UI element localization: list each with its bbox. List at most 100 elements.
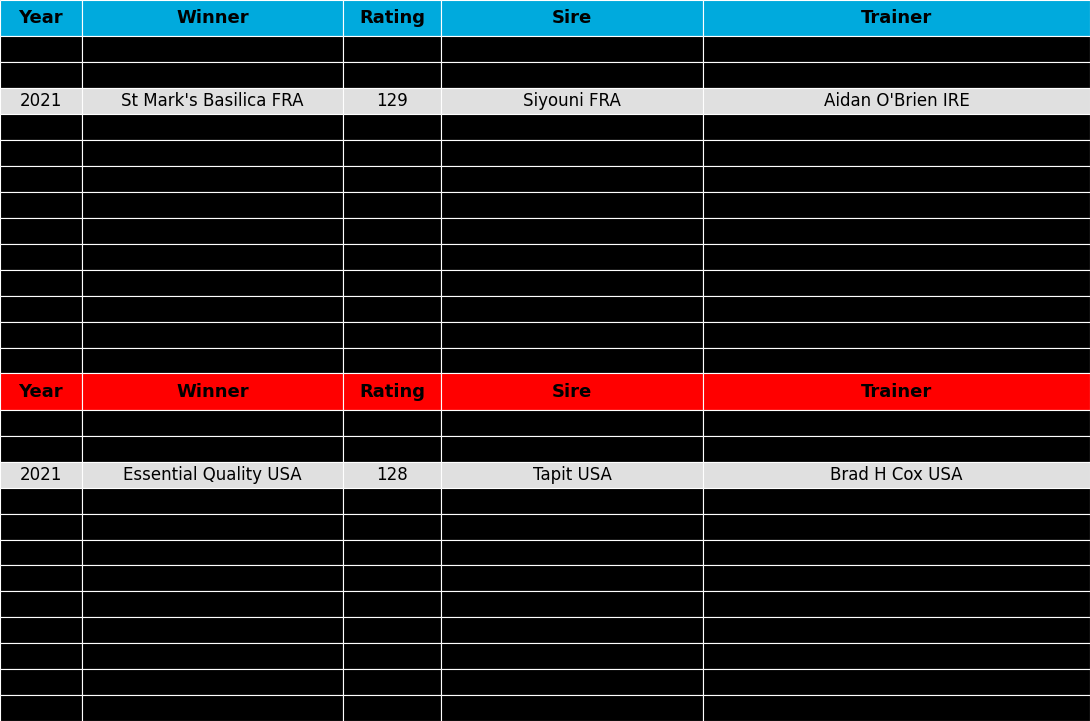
Bar [0,643,82,669]
Bar [343,140,441,166]
Bar [703,487,1090,513]
Bar [703,244,1090,270]
Bar [0,244,82,270]
Bar [441,513,703,539]
Bar [343,487,441,513]
Bar [343,192,441,218]
Bar [441,296,703,322]
Bar [703,140,1090,166]
Bar [0,140,82,166]
Bar [82,565,343,591]
Text: Trainer: Trainer [861,383,932,401]
Bar [82,373,343,410]
Bar [703,192,1090,218]
Bar [82,140,343,166]
Bar [441,270,703,296]
Bar [343,244,441,270]
Bar [441,0,703,37]
Bar [0,695,82,721]
Bar [82,643,343,669]
Bar [703,410,1090,435]
Text: Year: Year [19,383,63,401]
Bar [343,322,441,348]
Bar [441,410,703,435]
Bar [343,410,441,435]
Bar [0,435,82,461]
Bar [0,37,82,62]
Bar [82,192,343,218]
Bar [441,435,703,461]
Bar [703,513,1090,539]
Bar [441,244,703,270]
Bar [703,669,1090,695]
Bar [441,348,703,373]
Bar [343,435,441,461]
Bar [703,643,1090,669]
Bar [703,114,1090,140]
Bar [343,270,441,296]
Bar [343,539,441,565]
Bar [441,88,703,114]
Bar [82,218,343,244]
Text: Winner: Winner [177,9,249,27]
Bar [343,296,441,322]
Bar [82,244,343,270]
Bar [82,270,343,296]
Bar [82,461,343,487]
Bar [82,435,343,461]
Bar [703,88,1090,114]
Text: Rating: Rating [360,383,425,401]
Bar [0,487,82,513]
Bar [343,166,441,192]
Text: Year: Year [19,9,63,27]
Text: Trainer: Trainer [861,9,932,27]
Bar [343,513,441,539]
Text: Tapit USA: Tapit USA [533,466,611,484]
Bar [82,617,343,643]
Bar [703,296,1090,322]
Bar [441,218,703,244]
Bar [0,539,82,565]
Bar [441,140,703,166]
Bar [82,513,343,539]
Text: Winner: Winner [177,383,249,401]
Bar [82,539,343,565]
Bar [441,695,703,721]
Bar [441,591,703,617]
Bar [441,62,703,88]
Bar [703,539,1090,565]
Bar [343,617,441,643]
Bar [703,62,1090,88]
Bar [703,565,1090,591]
Bar [0,114,82,140]
Bar [343,643,441,669]
Bar [82,37,343,62]
Bar [82,322,343,348]
Bar [703,270,1090,296]
Bar [0,373,82,410]
Bar [0,669,82,695]
Bar [441,192,703,218]
Bar [703,37,1090,62]
Bar [703,695,1090,721]
Bar [703,435,1090,461]
Bar [82,410,343,435]
Text: Aidan O'Brien IRE: Aidan O'Brien IRE [824,92,969,110]
Bar [441,487,703,513]
Bar [0,218,82,244]
Bar [0,513,82,539]
Bar [0,565,82,591]
Bar [703,373,1090,410]
Bar [703,461,1090,487]
Bar [343,461,441,487]
Bar [441,166,703,192]
Text: 129: 129 [376,92,409,110]
Bar [343,88,441,114]
Bar [0,348,82,373]
Text: 2021: 2021 [20,466,62,484]
Bar [343,218,441,244]
Bar [703,348,1090,373]
Bar [703,591,1090,617]
Bar [343,37,441,62]
Bar [703,322,1090,348]
